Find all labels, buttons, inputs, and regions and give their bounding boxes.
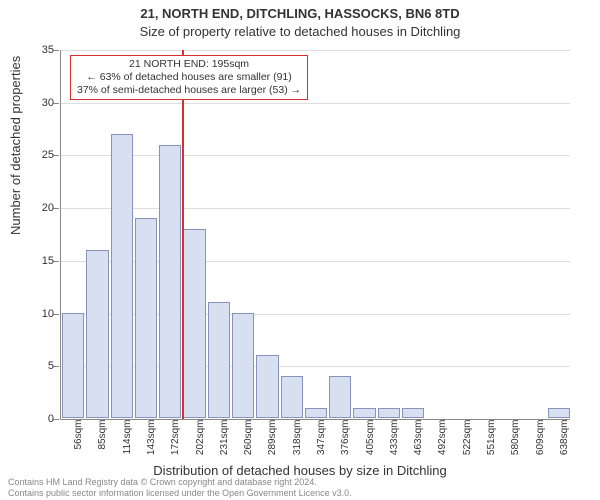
x-tick-label: 172sqm xyxy=(170,420,181,470)
x-tick-label: 580sqm xyxy=(510,420,521,470)
bar xyxy=(159,145,181,418)
attribution: Contains HM Land Registry data © Crown c… xyxy=(8,477,352,498)
gridline xyxy=(61,155,570,156)
y-tick-label: 20 xyxy=(26,202,54,214)
gridline xyxy=(61,50,570,51)
plot-area: 56sqm85sqm114sqm143sqm172sqm202sqm231sqm… xyxy=(60,50,570,420)
bar xyxy=(353,408,375,419)
bar xyxy=(62,313,84,418)
y-tick-label: 15 xyxy=(26,255,54,267)
x-tick-label: 376sqm xyxy=(340,420,351,470)
bar xyxy=(208,302,230,418)
bar xyxy=(378,408,400,419)
x-tick-label: 347sqm xyxy=(316,420,327,470)
y-tick-label: 10 xyxy=(26,308,54,320)
x-tick-label: 433sqm xyxy=(389,420,400,470)
x-tick-label: 463sqm xyxy=(413,420,424,470)
x-tick-label: 114sqm xyxy=(122,420,133,470)
y-axis-label: Number of detached properties xyxy=(8,56,23,235)
x-axis-label: Distribution of detached houses by size … xyxy=(0,463,600,478)
y-tick-label: 25 xyxy=(26,149,54,161)
bar xyxy=(135,218,157,418)
callout-box: 21 NORTH END: 195sqm ← 63% of detached h… xyxy=(70,55,308,100)
chart-container: 21, NORTH END, DITCHLING, HASSOCKS, BN6 … xyxy=(0,0,600,500)
bar xyxy=(183,229,205,418)
page-title: 21, NORTH END, DITCHLING, HASSOCKS, BN6 … xyxy=(0,0,600,22)
x-tick-label: 318sqm xyxy=(292,420,303,470)
bar xyxy=(329,376,351,418)
attribution-line-2: Contains public sector information licen… xyxy=(8,488,352,498)
gridline xyxy=(61,103,570,104)
bar xyxy=(305,408,327,419)
x-tick-label: 551sqm xyxy=(486,420,497,470)
x-tick-label: 85sqm xyxy=(97,420,108,470)
x-tick-label: 522sqm xyxy=(462,420,473,470)
bar xyxy=(548,408,570,419)
bar xyxy=(402,408,424,419)
callout-line-3: 37% of semi-detached houses are larger (… xyxy=(77,84,301,97)
y-tick-label: 5 xyxy=(26,360,54,372)
y-tick-label: 35 xyxy=(26,44,54,56)
y-tick-label: 0 xyxy=(26,413,54,425)
x-tick-label: 231sqm xyxy=(219,420,230,470)
bar xyxy=(86,250,108,418)
x-tick-label: 405sqm xyxy=(365,420,376,470)
x-tick-label: 609sqm xyxy=(535,420,546,470)
bar xyxy=(111,134,133,418)
bar xyxy=(256,355,278,418)
y-tick-label: 30 xyxy=(26,97,54,109)
x-tick-label: 56sqm xyxy=(73,420,84,470)
plot: 56sqm85sqm114sqm143sqm172sqm202sqm231sqm… xyxy=(60,50,570,420)
page-subtitle: Size of property relative to detached ho… xyxy=(0,24,600,40)
x-tick-label: 492sqm xyxy=(437,420,448,470)
callout-line-1: 21 NORTH END: 195sqm xyxy=(77,58,301,71)
x-tick-label: 260sqm xyxy=(243,420,254,470)
x-tick-label: 202sqm xyxy=(195,420,206,470)
callout-line-2: ← 63% of detached houses are smaller (91… xyxy=(77,71,301,84)
x-tick-label: 143sqm xyxy=(146,420,157,470)
x-tick-label: 289sqm xyxy=(267,420,278,470)
marker-line xyxy=(182,50,184,419)
bar xyxy=(232,313,254,418)
attribution-line-1: Contains HM Land Registry data © Crown c… xyxy=(8,477,352,487)
x-tick-label: 638sqm xyxy=(559,420,570,470)
bar xyxy=(281,376,303,418)
gridline xyxy=(61,208,570,209)
